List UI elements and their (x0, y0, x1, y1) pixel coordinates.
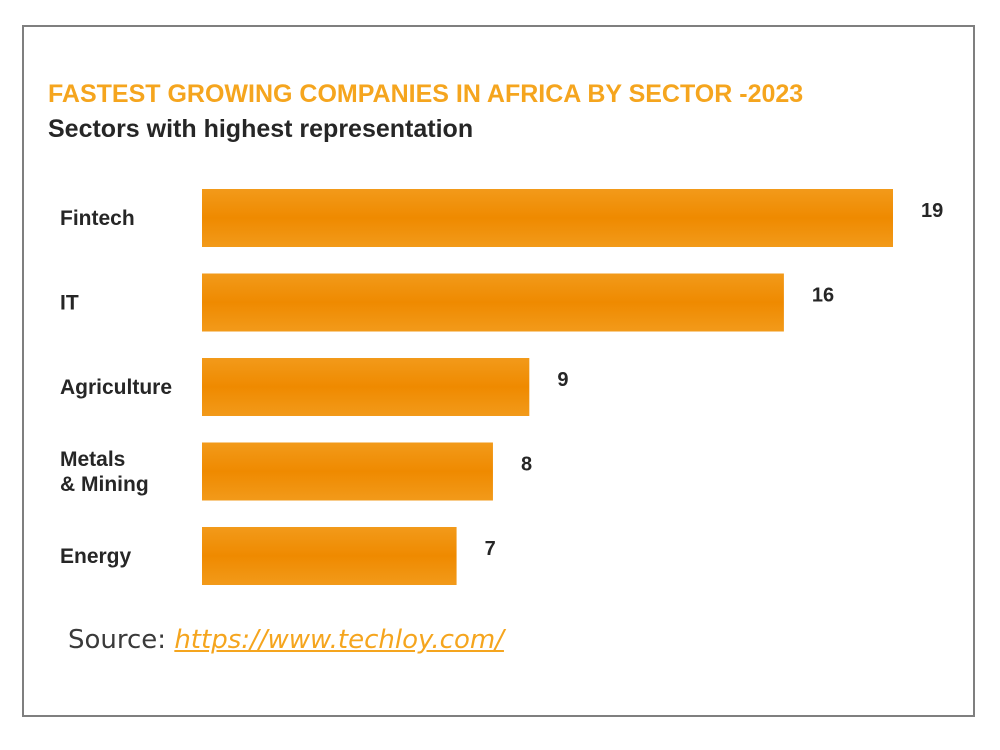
category-label-2: Agriculture (60, 376, 172, 399)
bar-2 (202, 358, 530, 416)
bar-3 (202, 442, 493, 501)
source-link[interactable]: https://www.techloy.com/ (174, 625, 504, 655)
value-label-3: 8 (521, 454, 532, 476)
bar-1 (202, 273, 784, 332)
value-label-1: 16 (812, 285, 834, 307)
category-label-0: Fintech (60, 207, 135, 230)
value-label-2: 9 (557, 369, 568, 391)
value-label-0: 19 (921, 200, 943, 222)
category-label-1: IT (60, 292, 79, 315)
chart-subtitle: Sectors with highest representation (48, 115, 474, 143)
value-label-4: 7 (485, 538, 496, 560)
bar-0 (202, 189, 893, 247)
chart-title: FASTEST GROWING COMPANIES IN AFRICA BY S… (48, 80, 804, 108)
source-note: Source: https://www.techloy.com/ (68, 625, 504, 655)
category-label-4: Energy (60, 545, 132, 568)
bar-4 (202, 527, 457, 585)
source-label: Source: (68, 625, 175, 655)
category-label-3: Metals & Mining (60, 448, 149, 496)
